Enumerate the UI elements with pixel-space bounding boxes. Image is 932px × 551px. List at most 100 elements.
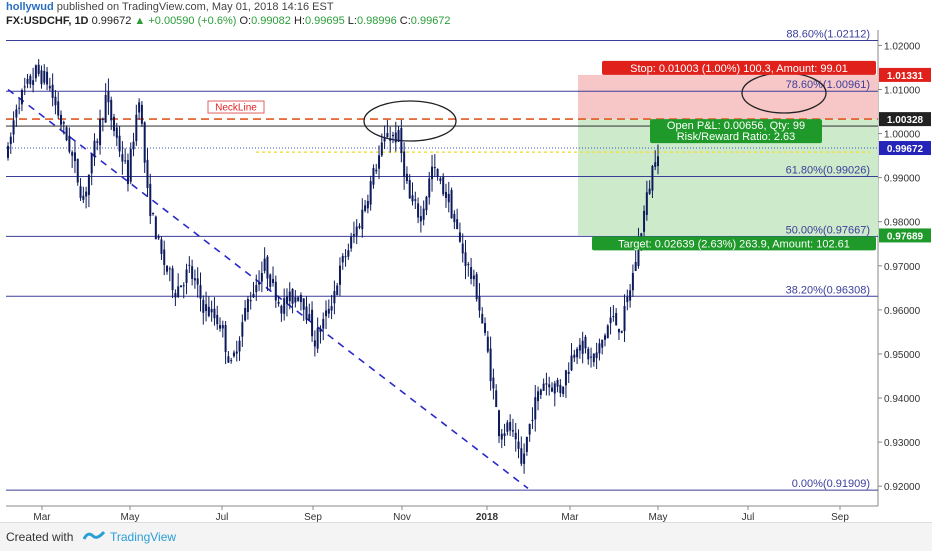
- candle-body: [612, 316, 615, 318]
- candle-body: [227, 356, 230, 363]
- candle-body: [358, 225, 361, 228]
- candle-body: [450, 189, 453, 219]
- candle-body: [601, 339, 604, 348]
- candle-body: [157, 236, 160, 239]
- candle-body: [464, 252, 467, 266]
- candle-body: [118, 135, 121, 152]
- candle-body: [603, 335, 606, 340]
- candle-body: [65, 127, 68, 141]
- candle-body: [48, 85, 51, 89]
- candle-body: [626, 296, 629, 303]
- candle-body: [651, 165, 654, 191]
- candle-body: [51, 84, 54, 98]
- candle-body: [154, 216, 157, 240]
- candle-body: [235, 351, 238, 354]
- target-label: Target: 0.02639 (2.63%) 263.9, Amount: 1…: [618, 238, 850, 250]
- candle-body: [408, 179, 411, 199]
- y-tick-label: 0.95000: [884, 350, 921, 361]
- candle-body: [129, 148, 132, 182]
- candle-body: [241, 322, 244, 337]
- candle-body: [12, 120, 15, 135]
- candle-body: [570, 355, 573, 371]
- candle-body: [302, 298, 305, 310]
- candle-body: [299, 294, 302, 303]
- candle-body: [645, 192, 648, 215]
- candle-body: [620, 330, 623, 333]
- candle-body: [258, 282, 261, 285]
- candle-body: [643, 210, 646, 232]
- candle-body: [76, 158, 79, 183]
- candle-body: [322, 319, 325, 329]
- candle-body: [657, 156, 659, 167]
- price-chart[interactable]: 88.60%(1.02112) 78.60%(1.00961) 61.80%(0.9…: [0, 0, 932, 522]
- y-tick-label: 0.94000: [884, 394, 921, 405]
- candle-body: [523, 453, 526, 464]
- target-label-box: [592, 236, 876, 251]
- candle-body: [442, 176, 445, 195]
- stop-zone: [578, 74, 878, 120]
- candle-body: [313, 340, 316, 347]
- candle-body: [138, 102, 141, 113]
- candle-body: [269, 274, 272, 287]
- candle-body: [46, 71, 49, 85]
- candle-body: [57, 101, 60, 116]
- candle-body: [433, 166, 436, 169]
- low-label: L:: [347, 15, 357, 27]
- price-tag: [879, 112, 931, 127]
- candle-body: [378, 155, 381, 169]
- candle-body: [308, 314, 311, 321]
- fib-level-label: 38.20%(0.96308): [786, 284, 870, 296]
- candle-body: [492, 377, 495, 389]
- y-tick-label: 0.93000: [884, 438, 921, 449]
- candle-body: [232, 352, 235, 357]
- candle-body: [163, 249, 166, 265]
- candle-body: [615, 313, 618, 326]
- candle-body: [531, 419, 534, 421]
- y-tick-label: 0.98000: [884, 218, 921, 229]
- candle-body: [397, 130, 400, 142]
- candle-body: [85, 191, 88, 197]
- candle-body: [62, 122, 65, 124]
- candle-body: [495, 390, 498, 408]
- author-link[interactable]: hollywud: [6, 1, 54, 13]
- candle-body: [553, 383, 556, 394]
- candle-body: [391, 134, 394, 137]
- candle-body: [316, 328, 319, 349]
- candle-body: [559, 384, 562, 394]
- neckline-label: NeckLine: [215, 103, 257, 114]
- candle-body: [403, 151, 406, 177]
- candle-body: [305, 306, 308, 320]
- candle-body: [564, 370, 567, 386]
- candle-body: [297, 297, 300, 301]
- candle-body: [394, 132, 397, 143]
- candle-body: [344, 256, 347, 258]
- candle-body: [592, 353, 595, 363]
- candle-body: [355, 226, 358, 236]
- candle-body: [272, 279, 275, 283]
- price-tag: [879, 67, 931, 82]
- candle-body: [274, 281, 277, 301]
- candle-body: [453, 213, 456, 223]
- candle-body: [99, 118, 102, 146]
- y-tick-label: 1.00000: [884, 130, 921, 141]
- pnl-label-box: [650, 119, 822, 144]
- candle-body: [71, 152, 74, 156]
- close-label: C:: [399, 15, 411, 27]
- candle-body: [291, 288, 294, 304]
- x-tick-label: Jul: [742, 512, 755, 522]
- candle-body: [207, 306, 210, 316]
- tradingview-brand-link[interactable]: TradingView: [110, 530, 177, 544]
- candle-body: [578, 344, 581, 351]
- publish-header: hollywud published on TradingView.com, M…: [6, 1, 334, 13]
- candle-body: [40, 70, 43, 85]
- y-tick-label: 1.01000: [884, 86, 921, 97]
- candle-body: [411, 195, 414, 202]
- symbol-label: FX:USDCHF, 1D: [6, 15, 89, 27]
- candle-body: [168, 268, 171, 270]
- candle-body: [472, 275, 475, 280]
- created-with-text: Created with: [6, 530, 74, 544]
- y-tick-label: 0.96000: [884, 306, 921, 317]
- candle-body: [587, 348, 590, 360]
- pnl-label: Open P&L: 0.00656, Qty: 99: [667, 120, 805, 132]
- y-tick-label: 0.92000: [884, 482, 921, 493]
